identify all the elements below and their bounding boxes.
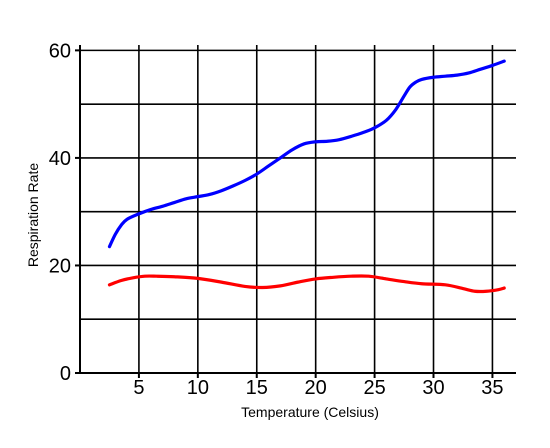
y-tick-label: 0 bbox=[60, 363, 71, 385]
y-tick-label: 60 bbox=[49, 40, 71, 62]
axes-layer bbox=[75, 45, 516, 378]
y-tick-label: 40 bbox=[49, 148, 71, 170]
x-tick-label: 5 bbox=[133, 377, 144, 399]
x-tick-label: 30 bbox=[422, 377, 444, 399]
y-axis-title: Respiration Rate bbox=[25, 163, 41, 267]
red-series-line bbox=[107, 274, 506, 294]
x-tick-label: 15 bbox=[246, 377, 268, 399]
series-layer bbox=[107, 59, 506, 294]
grid-layer bbox=[80, 45, 516, 373]
y-tick-label: 20 bbox=[49, 255, 71, 277]
blue-series-line bbox=[107, 59, 506, 249]
x-tick-label: 10 bbox=[187, 377, 209, 399]
x-tick-label: 25 bbox=[363, 377, 385, 399]
labels-layer: 0 20 40 60 5 10 15 20 25 30 35 Temperature (Celsius… bbox=[25, 40, 504, 420]
x-axis-title: Temperature (Celsius) bbox=[241, 404, 379, 420]
x-tick-label: 35 bbox=[481, 377, 503, 399]
x-tick-label: 20 bbox=[305, 377, 327, 399]
